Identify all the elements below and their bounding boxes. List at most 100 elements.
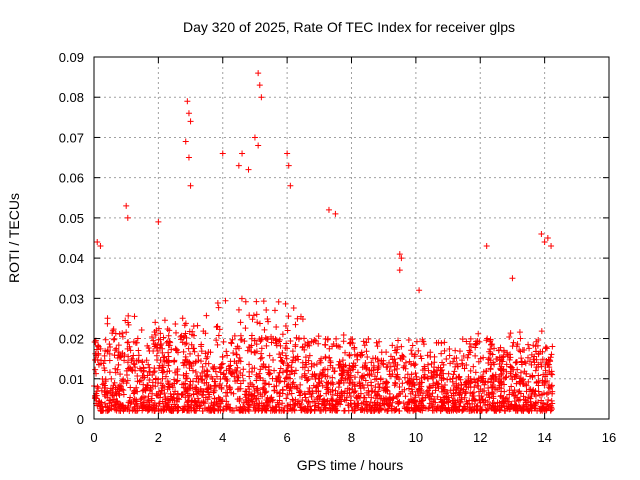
- data-point: [252, 407, 259, 414]
- data-point: [463, 390, 470, 397]
- x-tick-label: 0: [90, 430, 97, 445]
- data-point: [294, 385, 301, 392]
- data-point: [272, 336, 279, 343]
- data-point: [273, 337, 280, 344]
- data-point: [354, 369, 361, 376]
- data-point: [129, 355, 136, 362]
- data-point: [195, 378, 202, 385]
- data-point: [143, 403, 150, 410]
- data-point: [123, 329, 130, 336]
- data-point: [203, 355, 210, 362]
- axis-ticks: [93, 56, 610, 420]
- data-point: [441, 339, 448, 346]
- data-point: [124, 359, 131, 366]
- data-point: [378, 357, 385, 364]
- data-point: [540, 371, 547, 378]
- data-point: [107, 343, 114, 350]
- data-point: [149, 407, 156, 414]
- data-point: [236, 398, 243, 405]
- data-point: [276, 369, 283, 376]
- data-point: [493, 355, 500, 362]
- data-point: [476, 338, 483, 345]
- y-tick-label: 0.04: [59, 251, 84, 266]
- data-point: [234, 343, 241, 350]
- data-point: [374, 369, 381, 376]
- data-point: [203, 312, 210, 319]
- data-point: [191, 348, 198, 355]
- data-point: [185, 345, 192, 352]
- data-point: [394, 398, 401, 405]
- data-point: [284, 327, 291, 334]
- data-point: [257, 366, 264, 373]
- data-point: [273, 382, 280, 389]
- data-point: [227, 362, 234, 369]
- data-point: [253, 341, 260, 348]
- data-point: [391, 405, 398, 412]
- data-point: [476, 392, 483, 399]
- data-point: [464, 354, 471, 361]
- data-point: [253, 348, 260, 355]
- data-point: [114, 398, 121, 405]
- data-point: [467, 380, 474, 387]
- data-point: [237, 385, 244, 392]
- data-point: [284, 391, 291, 398]
- data-point: [160, 368, 167, 375]
- data-point: [441, 347, 448, 354]
- data-point: [409, 381, 416, 388]
- data-point: [119, 377, 126, 384]
- data-point: [359, 364, 366, 371]
- data-point: [178, 381, 185, 388]
- data-point: [401, 363, 408, 370]
- data-point: [310, 382, 317, 389]
- data-point: [115, 361, 122, 368]
- data-point: [251, 349, 258, 356]
- data-point: [149, 371, 156, 378]
- data-point: [258, 94, 265, 101]
- data-point: [528, 361, 535, 368]
- data-point: [102, 400, 109, 407]
- data-point: [431, 403, 438, 410]
- data-point: [190, 345, 197, 352]
- data-point: [287, 182, 294, 189]
- data-point: [153, 405, 160, 412]
- data-point: [453, 384, 460, 391]
- data-point: [503, 373, 510, 380]
- data-point: [434, 393, 441, 400]
- data-point: [152, 332, 159, 339]
- data-point: [508, 383, 515, 390]
- data-point: [374, 356, 381, 363]
- data-point: [133, 357, 140, 364]
- data-point: [233, 368, 240, 375]
- data-point: [252, 406, 259, 413]
- data-point: [512, 371, 519, 378]
- data-point: [257, 337, 264, 344]
- data-point: [461, 394, 468, 401]
- data-point: [101, 365, 108, 372]
- data-point: [285, 362, 292, 369]
- data-point: [361, 384, 368, 391]
- data-point: [334, 390, 341, 397]
- x-tick-label: 2: [155, 430, 162, 445]
- data-point: [150, 337, 157, 344]
- data-point: [534, 342, 541, 349]
- data-point: [217, 375, 224, 382]
- data-point: [483, 243, 490, 250]
- data-point: [402, 359, 409, 366]
- data-point: [124, 339, 131, 346]
- data-point: [325, 379, 332, 386]
- data-point: [525, 407, 532, 414]
- data-point: [484, 335, 491, 342]
- data-point: [297, 392, 304, 399]
- data-point: [438, 402, 445, 409]
- data-point: [231, 332, 238, 339]
- data-point: [224, 352, 231, 359]
- data-point: [288, 364, 295, 371]
- data-point: [343, 397, 350, 404]
- data-point: [273, 340, 280, 347]
- data-point: [122, 317, 129, 324]
- data-point: [401, 374, 408, 381]
- data-point: [398, 255, 405, 262]
- data-point: [144, 382, 151, 389]
- y-tick-labels: 0 0.01 0.02 0.03 0.04 0.05 0.06 0.07 0.08 0.09: [59, 50, 84, 427]
- data-point: [411, 397, 418, 404]
